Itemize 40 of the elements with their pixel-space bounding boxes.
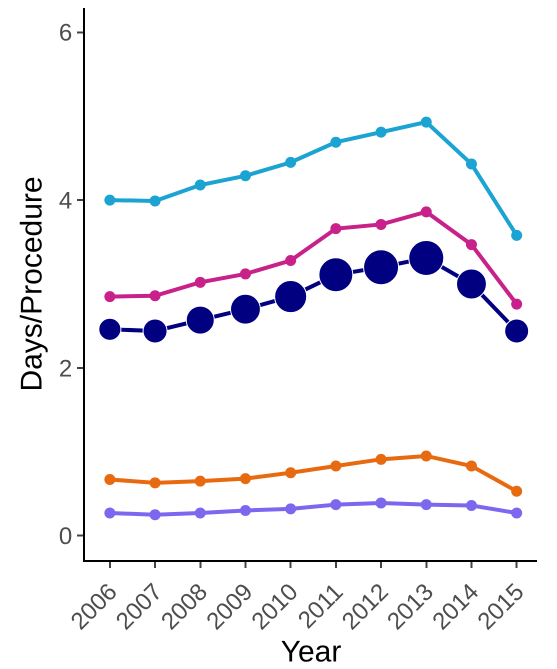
point [240,473,251,484]
point [330,223,342,234]
point [330,499,342,510]
point [330,460,342,472]
y-axis-title: Days/Procedure [15,176,48,392]
point [420,450,432,462]
point [194,180,206,191]
point [150,477,161,488]
y-tick-label: 6 [58,20,72,47]
y-tick-label: 4 [58,188,72,215]
point [376,454,387,465]
point [104,508,116,519]
point [511,230,522,241]
x-axis-title: Year [280,635,342,668]
point [285,156,296,168]
point [420,206,432,218]
point [285,503,296,514]
point [511,508,522,519]
point [240,170,251,182]
point [420,499,432,510]
point [376,497,387,508]
y-tick-label: 2 [58,355,72,382]
point [194,508,206,519]
point [104,474,116,485]
point [466,500,477,511]
y-tick-label: 0 [58,523,72,550]
point [376,126,387,138]
point [420,116,432,128]
point [330,136,342,148]
point [466,239,477,250]
point [511,486,522,497]
point [240,505,251,516]
point [466,460,477,472]
point [150,195,161,206]
point [194,476,206,487]
point [285,467,296,478]
point [376,218,387,230]
point [104,194,116,206]
point [466,158,477,170]
point [150,509,161,520]
